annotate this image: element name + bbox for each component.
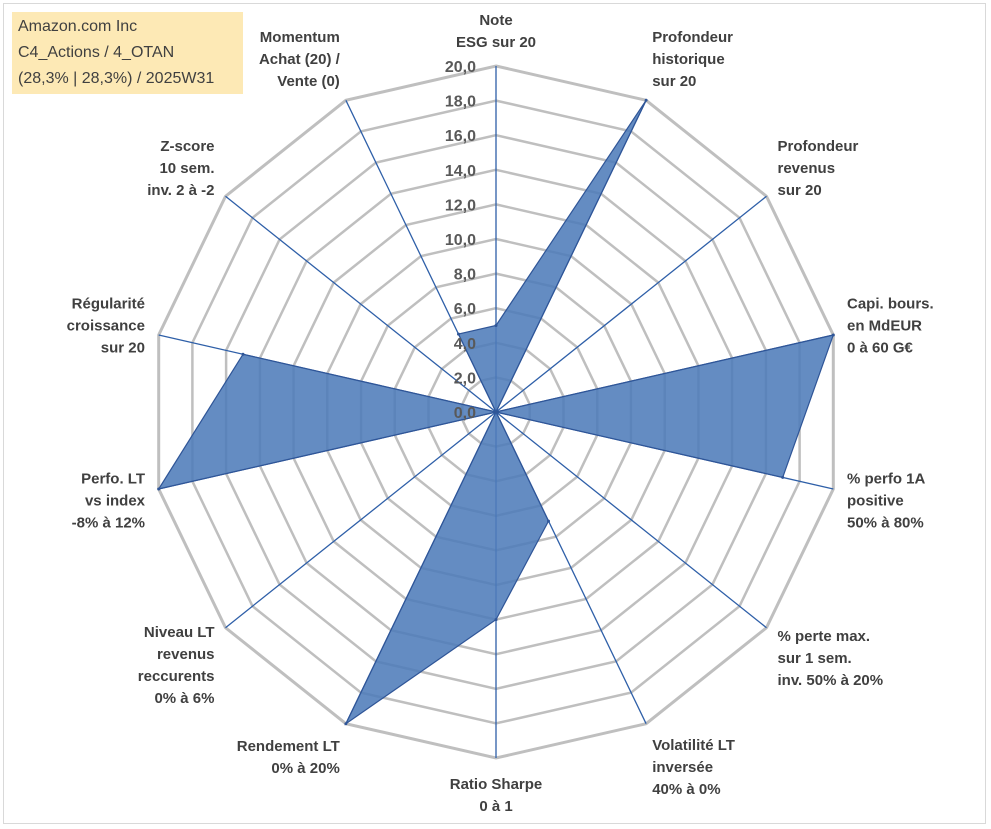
axis-label-5: % perte max. sur 1 sem. inv. 50% à 20%: [778, 628, 884, 689]
data-point-13: [457, 332, 460, 336]
weight-period-label: (28,3% | 28,3%) / 2025W31: [18, 70, 215, 87]
series-layer: [157, 98, 835, 726]
axis-label-1: Profondeur historique sur 20: [652, 29, 733, 90]
axis-spoke-5: [495, 411, 767, 629]
data-point-12: [494, 410, 498, 414]
data-point-8: [344, 722, 348, 726]
data-point-3: [831, 333, 835, 337]
data-point-0: [494, 324, 498, 327]
axis-label-0: Note ESG sur 20: [456, 12, 536, 51]
company-name: Amazon.com Inc: [18, 18, 138, 35]
axis-label-8: Rendement LT 0% à 20%: [237, 738, 340, 777]
axis-spoke-12: [225, 195, 497, 413]
axis-label-10: Perfo. LT vs index -8% à 12%: [72, 471, 146, 532]
data-point-4: [781, 475, 785, 479]
data-point-10: [157, 487, 161, 491]
tick-label-0: 0,0: [454, 405, 476, 422]
tick-label-1: 2,0: [454, 370, 476, 387]
portfolio-label: C4_Actions / 4_OTAN: [18, 44, 175, 61]
axis-spoke-9: [225, 411, 497, 629]
data-point-11: [241, 352, 245, 356]
info-box: Amazon.com Inc C4_Actions / 4_OTAN (28,3…: [12, 12, 243, 94]
axis-label-6: Volatilité LT inversée 40% à 0%: [652, 737, 735, 798]
data-point-6: [547, 519, 550, 523]
axis-label-3: Capi. bours. en MdEUR 0 à 60 G€: [847, 296, 934, 357]
axis-labels: Note ESG sur 20 Profondeur historique sur 20…: [67, 12, 934, 815]
axis-label-2: Profondeur revenus sur 20: [778, 138, 859, 199]
axis-label-13: Momentum Achat (20) / Vente (0): [259, 29, 341, 90]
axis-label-12: Z-score 10 sem. inv. 2 à -2: [147, 138, 214, 199]
tick-label-3: 6,0: [454, 301, 476, 318]
axis-label-9: Niveau LT revenus reccurents 0% à 6%: [138, 624, 215, 707]
tick-label-10: 20,0: [445, 59, 476, 76]
tick-label-8: 16,0: [445, 128, 476, 145]
tick-labels: 0,0 2,0 4,0 6,0 8,0 10,0 12,0 14,0 16,0 18,0 20,0: [445, 59, 476, 422]
tick-label-7: 14,0: [445, 163, 476, 180]
tick-label-4: 8,0: [454, 267, 476, 284]
data-point-7: [494, 618, 498, 622]
axis-label-7: Ratio Sharpe 0 à 1: [450, 776, 543, 815]
axis-label-11: Régularité croissance sur 20: [67, 296, 145, 357]
axis-spoke-2: [495, 195, 767, 413]
tick-label-6: 12,0: [445, 197, 476, 214]
tick-label-5: 10,0: [445, 232, 476, 249]
tick-label-9: 18,0: [445, 94, 476, 111]
tick-label-2: 4,0: [454, 336, 476, 353]
axis-label-4: % perfo 1A positive 50% à 80%: [847, 471, 926, 532]
data-point-1: [644, 98, 648, 102]
